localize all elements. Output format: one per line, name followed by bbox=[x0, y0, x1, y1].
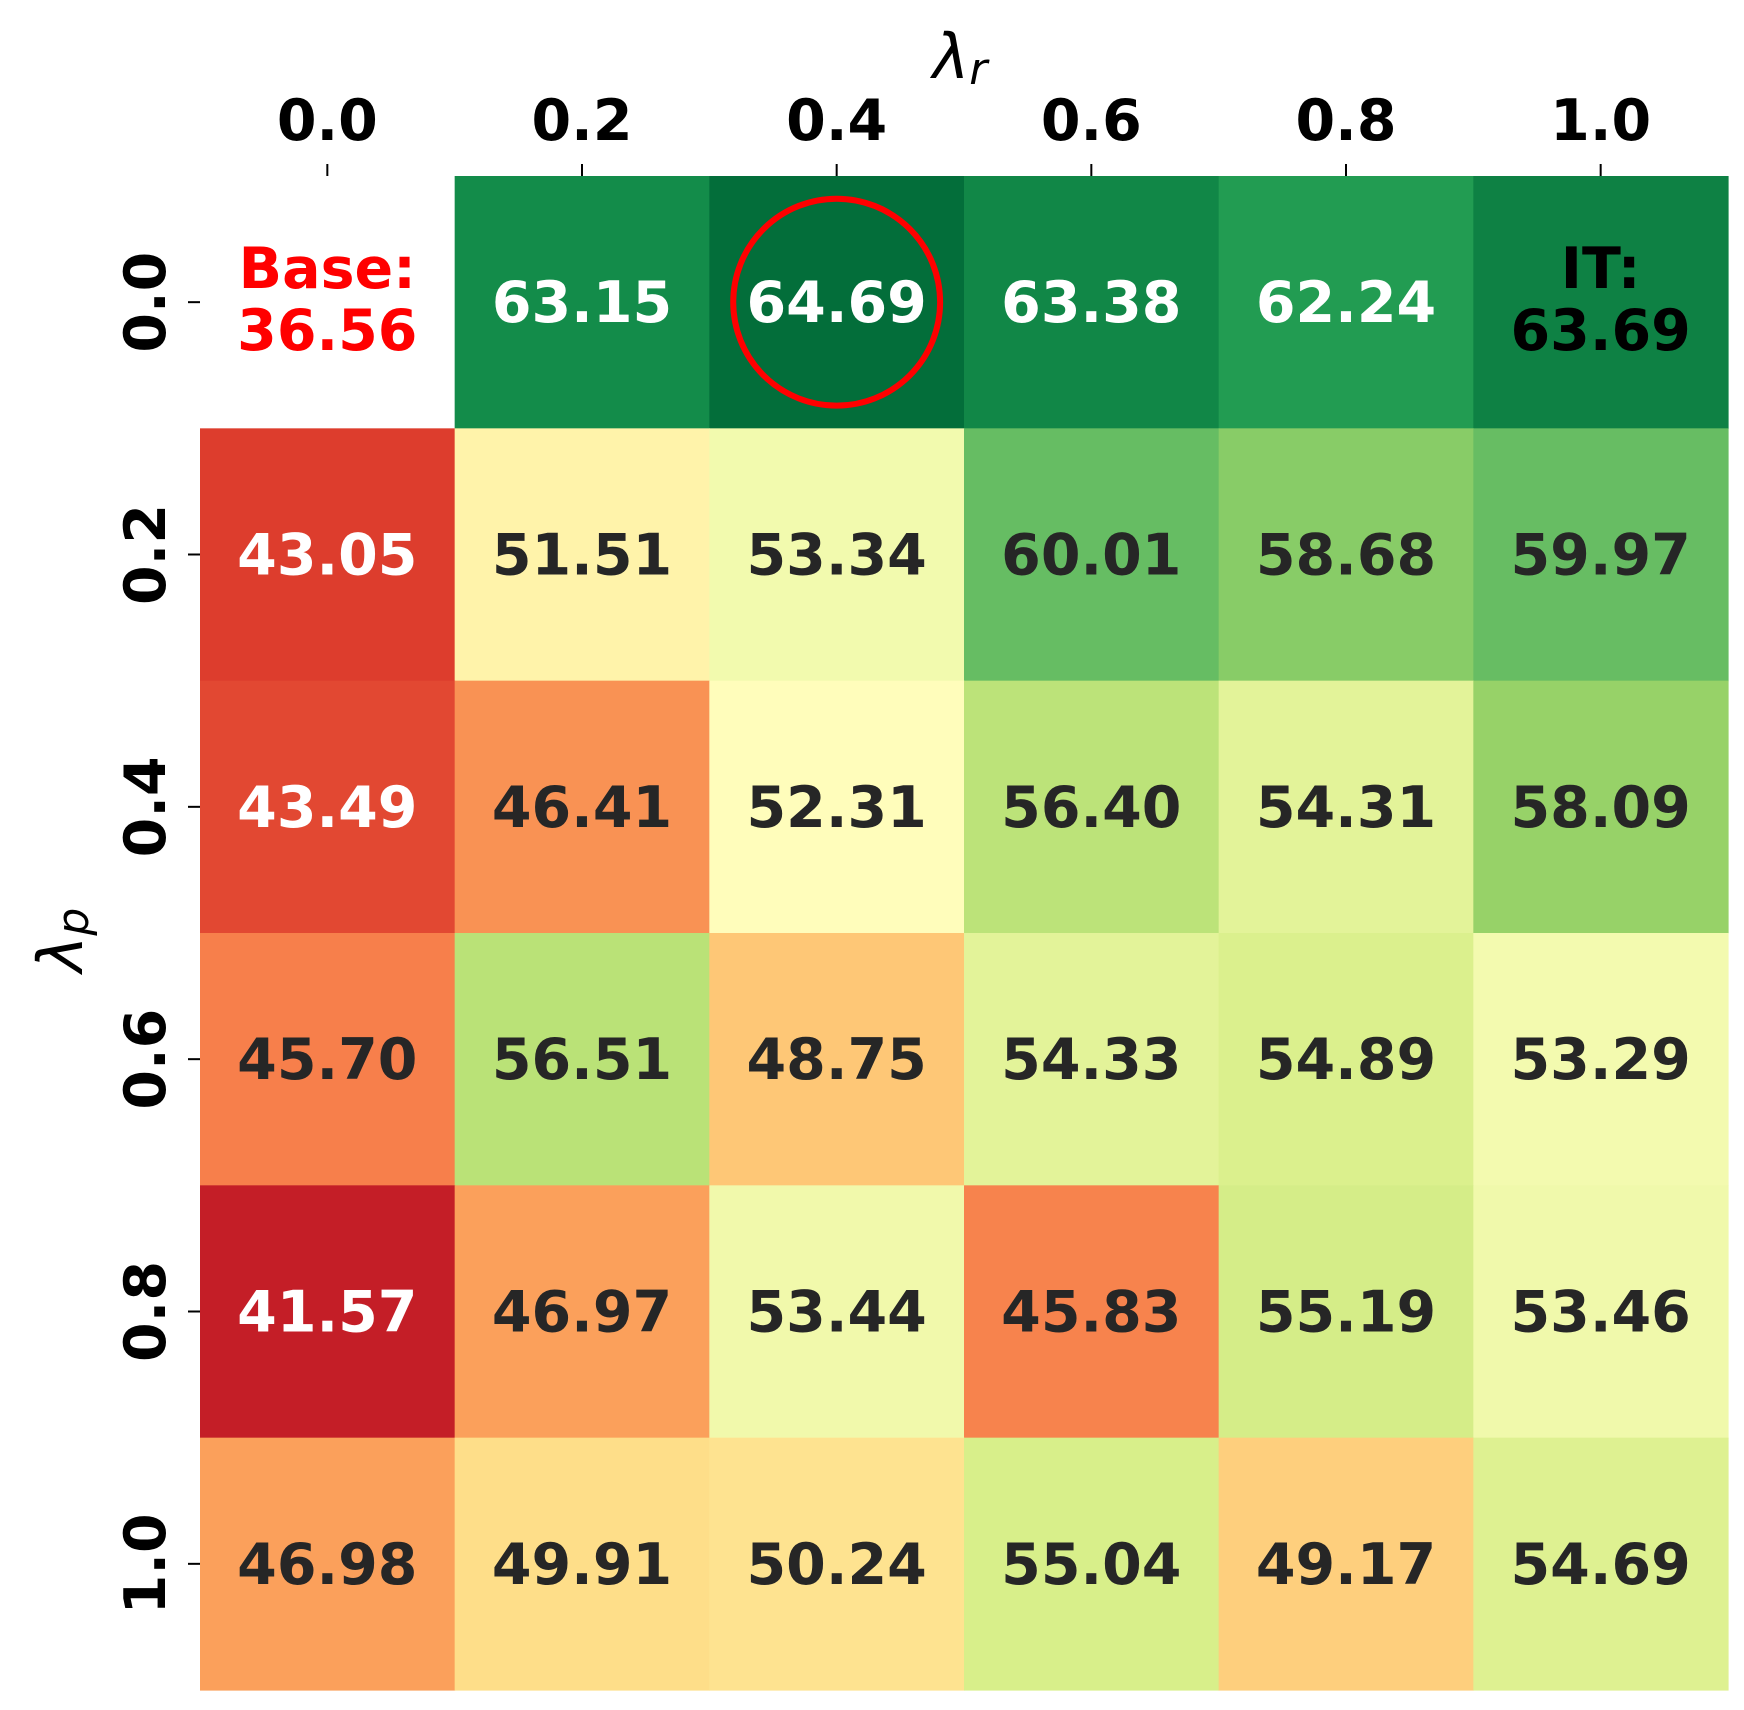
heatmap-cell bbox=[454, 1185, 710, 1439]
cell-value-label: 53.29 bbox=[1511, 1027, 1691, 1093]
cell-annotation: IT: 63.69 bbox=[1511, 236, 1691, 364]
heatmap-cell bbox=[964, 428, 1220, 682]
x-tick-label: 1.0 bbox=[1550, 88, 1651, 154]
heatmap-cell bbox=[200, 680, 456, 934]
cell-value-label: 56.40 bbox=[1001, 775, 1181, 841]
cell-value-label: 54.69 bbox=[1511, 1532, 1691, 1598]
x-axis-title: λr bbox=[930, 20, 991, 95]
cell-value-label: 41.57 bbox=[237, 1280, 417, 1346]
cell-value-label: 49.91 bbox=[492, 1532, 672, 1598]
heatmap-cell bbox=[964, 1437, 1220, 1691]
heatmap-cell bbox=[1473, 680, 1729, 934]
heatmap-cell bbox=[200, 428, 456, 682]
heatmap-cells bbox=[200, 176, 1729, 1691]
heatmap-cell bbox=[1218, 1437, 1474, 1691]
y-tick-label: 0.6 bbox=[113, 1009, 179, 1110]
cell-value-label: 43.49 bbox=[237, 775, 417, 841]
heatmap-cell bbox=[709, 176, 965, 429]
cell-value-label: 60.01 bbox=[1001, 523, 1181, 589]
heatmap-cell bbox=[200, 1185, 456, 1439]
cell-value-label: 52.31 bbox=[747, 775, 927, 841]
cell-value-label: 45.70 bbox=[237, 1027, 417, 1093]
x-tick-label: 0.0 bbox=[277, 88, 378, 154]
x-axis-ticks: 0.0 0.2 0.4 0.6 0.8 1.0 bbox=[277, 88, 1651, 176]
cell-value-label: 50.24 bbox=[747, 1532, 927, 1598]
y-tick-label: 0.2 bbox=[113, 504, 179, 605]
cell-value-label: 62.24 bbox=[1256, 270, 1436, 336]
heatmap-annotations: Base: 36.56 IT: 63.69 bbox=[237, 195, 1691, 409]
highlight-circle bbox=[730, 195, 944, 409]
heatmap-cell bbox=[200, 933, 456, 1186]
heatmap-cell bbox=[964, 680, 1220, 934]
cell-value-label: 53.44 bbox=[747, 1280, 927, 1346]
heatmap-cell bbox=[1218, 680, 1474, 934]
heatmap-cell-labels: 63.15 64.69 63.38 62.24 43.05 51.51 53.34 60.01… bbox=[237, 270, 1691, 1598]
cell-value-label: 63.38 bbox=[1001, 270, 1181, 336]
heatmap-cell bbox=[709, 428, 965, 682]
cell-value-label: 43.05 bbox=[237, 523, 417, 589]
cell-value-label: 56.51 bbox=[492, 1027, 672, 1093]
y-axis-title: λp bbox=[24, 908, 99, 976]
heatmap-cell bbox=[1473, 1437, 1729, 1691]
heatmap-cell bbox=[964, 176, 1220, 429]
cell-value-label: 48.75 bbox=[747, 1027, 927, 1093]
heatmap-cell bbox=[964, 1185, 1220, 1439]
cell-value-label: 46.97 bbox=[492, 1280, 672, 1346]
cell-value-label: 51.51 bbox=[492, 523, 672, 589]
cell-value-label: 53.46 bbox=[1511, 1280, 1691, 1346]
cell-value-label: 55.04 bbox=[1001, 1532, 1181, 1598]
heatmap-cell bbox=[1473, 176, 1729, 429]
cell-value-label: 49.17 bbox=[1256, 1532, 1436, 1598]
y-axis-ticks: 0.0 0.2 0.4 0.6 0.8 1.0 bbox=[113, 252, 200, 1614]
x-tick-label: 0.4 bbox=[786, 88, 887, 154]
y-tick-label: 1.0 bbox=[113, 1513, 179, 1614]
heatmap-cell bbox=[1218, 428, 1474, 682]
y-tick-label: 0.0 bbox=[113, 252, 179, 353]
heatmap-cell bbox=[454, 933, 710, 1186]
heatmap-cell bbox=[709, 1185, 965, 1439]
heatmap-cell bbox=[454, 680, 710, 934]
heatmap-cell bbox=[964, 933, 1220, 1186]
cell-annotation: Base: 36.56 bbox=[237, 236, 417, 364]
cell-value-label: 63.15 bbox=[492, 270, 672, 336]
heatmap-cell bbox=[454, 176, 710, 429]
y-tick-label: 0.4 bbox=[113, 756, 179, 857]
cell-value-label: 55.19 bbox=[1256, 1280, 1436, 1346]
heatmap-cell bbox=[1218, 933, 1474, 1186]
cell-value-label: 59.97 bbox=[1511, 523, 1691, 589]
heatmap-cell bbox=[1473, 933, 1729, 1186]
heatmap-cell bbox=[1218, 176, 1474, 429]
x-tick-label: 0.6 bbox=[1041, 88, 1142, 154]
heatmap-cell bbox=[454, 428, 710, 682]
heatmap-cell bbox=[1218, 1185, 1474, 1439]
x-tick-label: 0.8 bbox=[1296, 88, 1397, 154]
cell-value-label: 54.33 bbox=[1001, 1027, 1181, 1093]
cell-value-label: 53.34 bbox=[747, 523, 927, 589]
heatmap-cell bbox=[454, 1437, 710, 1691]
x-tick-label: 0.2 bbox=[532, 88, 633, 154]
cell-value-label: 54.89 bbox=[1256, 1027, 1436, 1093]
cell-value-label: 46.98 bbox=[237, 1532, 417, 1598]
y-tick-label: 0.8 bbox=[113, 1261, 179, 1362]
cell-value-label: 54.31 bbox=[1256, 775, 1436, 841]
cell-value-label: 64.69 bbox=[747, 270, 927, 336]
cell-value-label: 46.41 bbox=[492, 775, 672, 841]
heatmap-cell bbox=[709, 680, 965, 934]
heatmap-cell bbox=[1473, 1185, 1729, 1439]
cell-value-label: 58.68 bbox=[1256, 523, 1436, 589]
heatmap-cell bbox=[709, 1437, 965, 1691]
heatmap-cell bbox=[709, 933, 965, 1186]
heatmap-cell bbox=[1473, 428, 1729, 682]
cell-value-label: 58.09 bbox=[1511, 775, 1691, 841]
cell-value-label: 45.83 bbox=[1001, 1280, 1181, 1346]
heatmap-cell bbox=[200, 1437, 456, 1691]
